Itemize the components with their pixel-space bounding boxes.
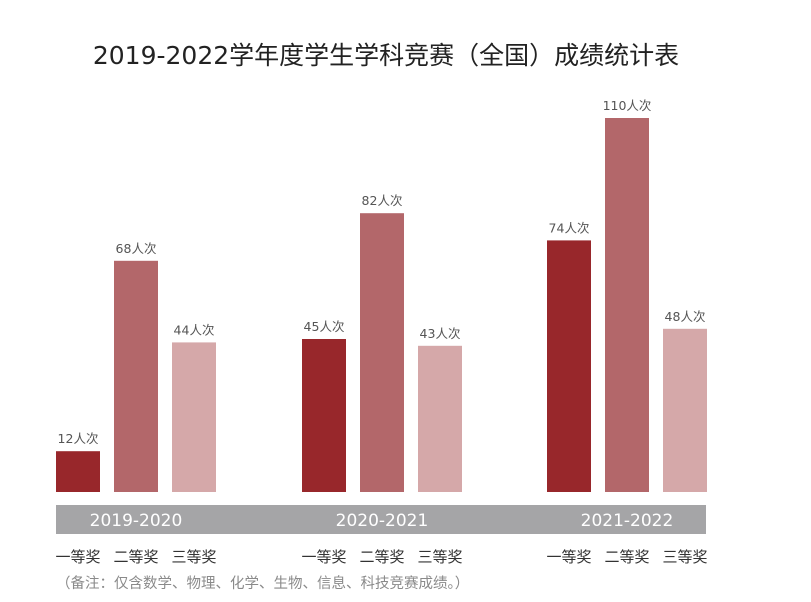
bar-2020-2021-一等奖 bbox=[302, 339, 346, 492]
category-label: 二等奖 bbox=[359, 548, 404, 566]
data-label: 110人次 bbox=[603, 98, 652, 113]
data-label: 74人次 bbox=[549, 220, 590, 235]
data-label: 48人次 bbox=[665, 309, 706, 324]
group-band bbox=[56, 505, 706, 534]
data-label: 43人次 bbox=[420, 326, 461, 341]
category-label: 三等奖 bbox=[417, 548, 462, 566]
bar-2020-2021-三等奖 bbox=[418, 345, 462, 492]
category-labels: 一等奖 二等奖 三等奖 一等奖 二等奖 三等奖 一等奖 二等奖 三等奖 bbox=[55, 548, 707, 566]
group-label: 2021-2022 bbox=[581, 511, 674, 531]
data-label: 44人次 bbox=[174, 322, 215, 337]
category-label: 二等奖 bbox=[604, 548, 649, 566]
category-label: 一等奖 bbox=[546, 548, 591, 566]
data-label: 68人次 bbox=[116, 241, 157, 256]
chart-title: 2019-2022学年度学生学科竞赛（全国）成绩统计表 bbox=[93, 41, 679, 70]
category-label: 一等奖 bbox=[301, 548, 346, 566]
data-labels: 12人次 68人次 44人次 45人次 82人次 43人次 74人次 110人次 48人次 bbox=[58, 98, 706, 446]
bar-2019-2020-一等奖 bbox=[56, 451, 100, 492]
bar-2019-2020-三等奖 bbox=[172, 342, 216, 492]
category-label: 一等奖 bbox=[55, 548, 100, 566]
category-label: 二等奖 bbox=[113, 548, 158, 566]
bar-2019-2020-二等奖 bbox=[114, 260, 158, 492]
bar-2021-2022-一等奖 bbox=[547, 240, 591, 492]
group-labels: 2019-2020 2020-2021 2021-2022 bbox=[90, 511, 674, 531]
bar-2021-2022-三等奖 bbox=[663, 328, 707, 492]
group-label: 2020-2021 bbox=[336, 511, 429, 531]
data-label: 12人次 bbox=[58, 431, 99, 446]
chart-note: （备注：仅含数学、物理、化学、生物、信息、科技竞赛成绩。） bbox=[56, 574, 469, 592]
category-label: 三等奖 bbox=[662, 548, 707, 566]
bar-2020-2021-二等奖 bbox=[360, 213, 404, 492]
data-label: 45人次 bbox=[304, 319, 345, 334]
bar-2021-2022-二等奖 bbox=[605, 118, 649, 492]
group-label: 2019-2020 bbox=[90, 511, 183, 531]
category-label: 三等奖 bbox=[171, 548, 216, 566]
data-label: 82人次 bbox=[362, 193, 403, 208]
bars bbox=[56, 118, 707, 492]
